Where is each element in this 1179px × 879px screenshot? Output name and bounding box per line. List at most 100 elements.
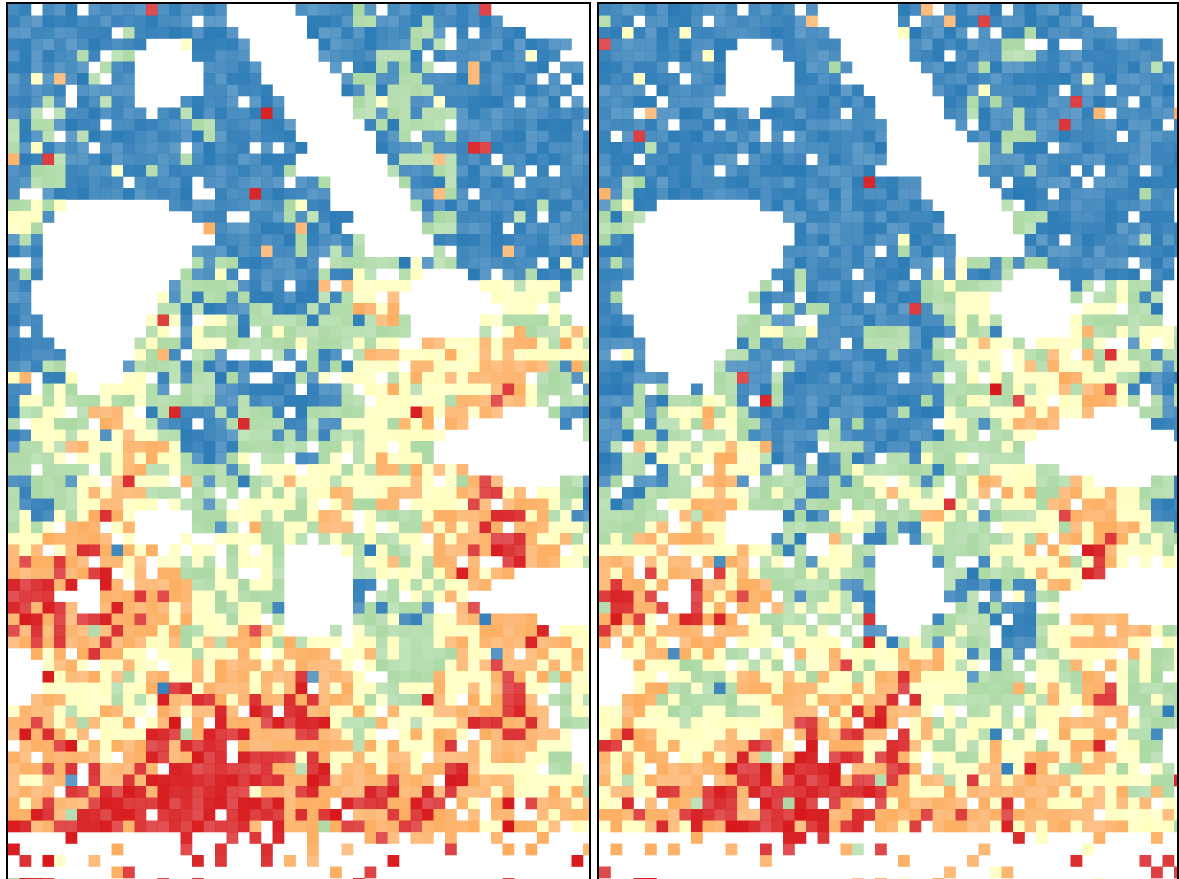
cell [783, 177, 795, 189]
cell [353, 556, 365, 568]
cell [737, 395, 749, 407]
cell [388, 660, 400, 672]
cell [875, 326, 887, 338]
cell [990, 142, 1002, 154]
cell [376, 96, 388, 108]
cell [135, 637, 147, 649]
cell [783, 372, 795, 384]
cell [599, 395, 611, 407]
cell [296, 361, 308, 373]
cell [43, 510, 55, 522]
cell [657, 50, 669, 62]
cell [204, 499, 216, 511]
cell [31, 430, 43, 442]
cell [434, 568, 446, 580]
cell [979, 625, 991, 637]
cell [192, 786, 204, 798]
cell [491, 315, 503, 327]
cell [990, 579, 1002, 591]
cell [330, 384, 342, 396]
cell [8, 62, 20, 74]
cell [1151, 257, 1163, 269]
cell [135, 545, 147, 557]
cell [204, 16, 216, 28]
cell [43, 131, 55, 143]
cell [622, 637, 634, 649]
cell [1094, 200, 1106, 212]
cell [1025, 625, 1037, 637]
cell [526, 533, 538, 545]
cell [112, 786, 124, 798]
cell [307, 418, 319, 430]
cell [560, 154, 572, 166]
cell [1117, 395, 1129, 407]
cell [818, 568, 830, 580]
cell [146, 717, 158, 729]
cell [1013, 591, 1025, 603]
cell [411, 4, 423, 16]
cell [737, 591, 749, 603]
cell [1117, 372, 1129, 384]
cell [760, 361, 772, 373]
cell [169, 602, 181, 614]
cell [204, 614, 216, 626]
cell [238, 303, 250, 315]
cell [599, 591, 611, 603]
cell [227, 85, 239, 97]
cell [250, 499, 262, 511]
cell [1036, 131, 1048, 143]
cell [445, 188, 457, 200]
cell [737, 579, 749, 591]
cell [1048, 131, 1060, 143]
cell [668, 39, 680, 51]
cell [537, 683, 549, 695]
cell [158, 625, 170, 637]
cell [611, 39, 623, 51]
cell [66, 188, 78, 200]
cell [1151, 39, 1163, 51]
cell [864, 579, 876, 591]
cell [852, 211, 864, 223]
cell [215, 579, 227, 591]
cell [1036, 533, 1048, 545]
cell [818, 464, 830, 476]
cell [645, 487, 657, 499]
cell [284, 637, 296, 649]
cell [66, 464, 78, 476]
cell [1174, 372, 1177, 384]
cell [135, 39, 147, 51]
cell [1048, 234, 1060, 246]
cell [411, 418, 423, 430]
cell [1128, 200, 1140, 212]
cell [572, 499, 584, 511]
cell [89, 177, 101, 189]
cell [250, 338, 262, 350]
cell [979, 441, 991, 453]
cell [100, 407, 112, 419]
cell [680, 4, 692, 16]
cell [250, 579, 262, 591]
cell [979, 165, 991, 177]
cell [599, 50, 611, 62]
cell [514, 786, 526, 798]
cell [376, 683, 388, 695]
cell [1082, 108, 1094, 120]
cell [227, 786, 239, 798]
cell [1036, 50, 1048, 62]
cell [296, 671, 308, 683]
cell [1071, 16, 1083, 28]
cell [829, 246, 841, 258]
cell [77, 16, 89, 28]
cell [772, 372, 784, 384]
cell [875, 349, 887, 361]
cell [1151, 62, 1163, 74]
cell [250, 625, 262, 637]
cell [273, 177, 285, 189]
cell [634, 119, 646, 131]
cell [622, 384, 634, 396]
cell [112, 487, 124, 499]
cell [66, 614, 78, 626]
cell [526, 142, 538, 154]
cell [399, 165, 411, 177]
cell [760, 476, 772, 488]
